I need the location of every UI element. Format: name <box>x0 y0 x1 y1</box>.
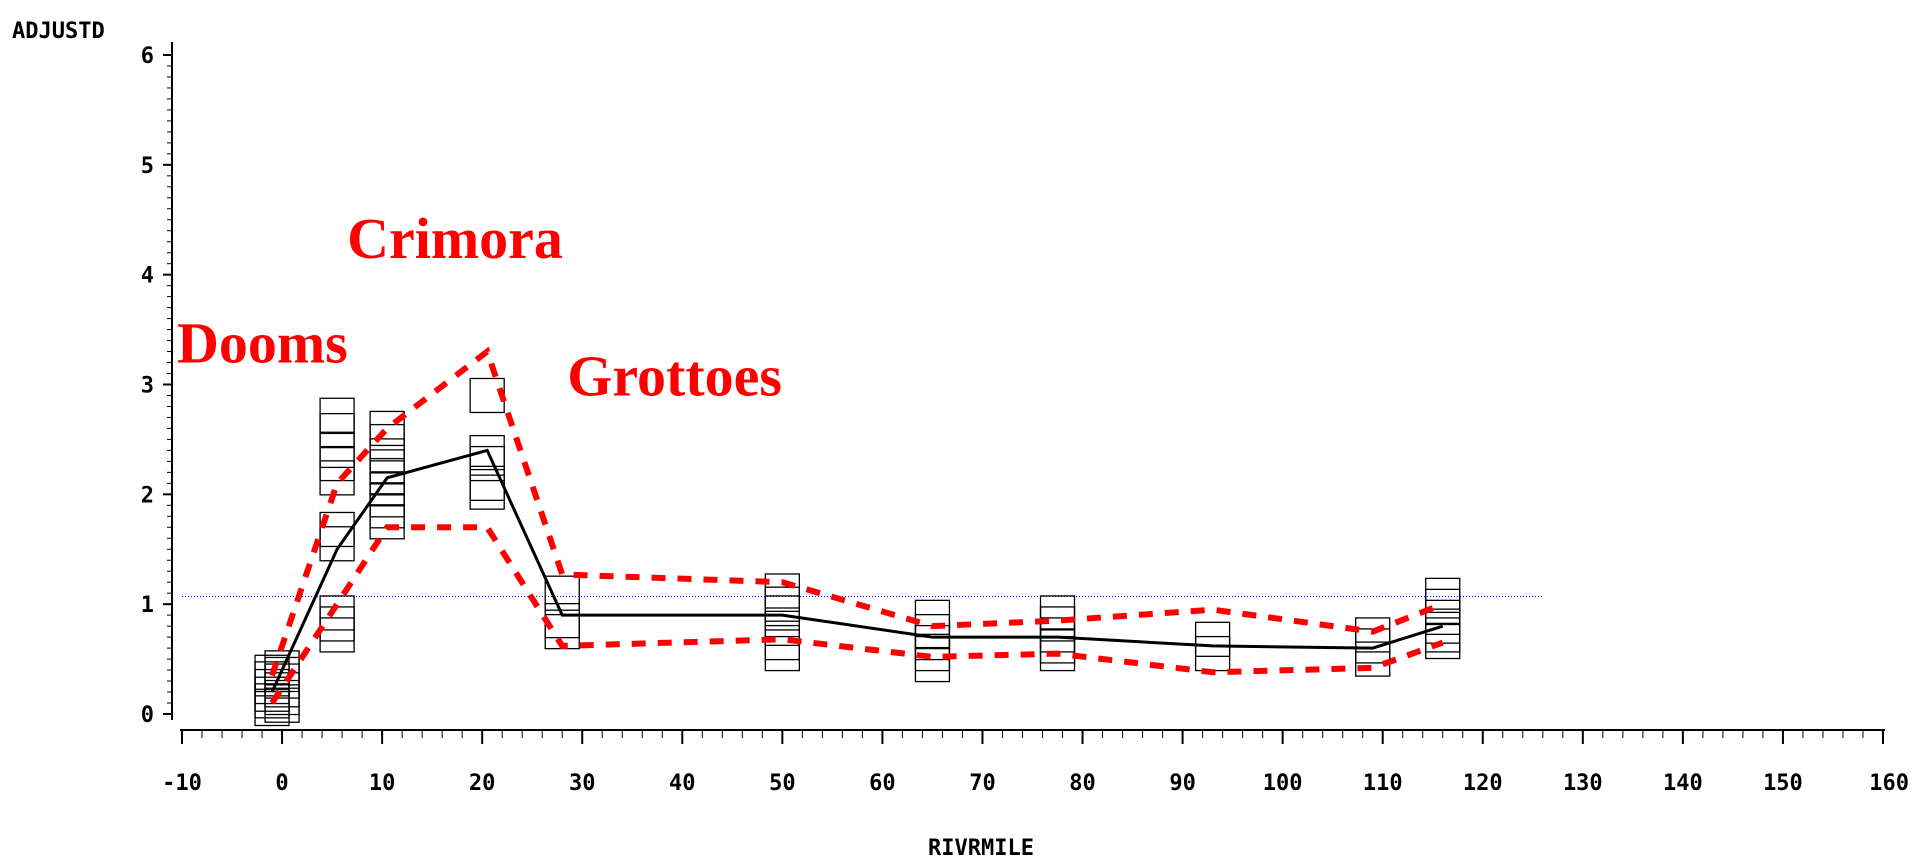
data-point <box>319 460 355 496</box>
data-point <box>319 397 355 433</box>
annotation-label: Dooms <box>177 311 348 376</box>
x-tick-label: 150 <box>1763 771 1803 796</box>
data-point <box>319 606 355 642</box>
data-point <box>1039 628 1076 664</box>
x-tick-label: 50 <box>769 771 796 796</box>
data-point <box>319 432 355 469</box>
data-point <box>369 482 405 518</box>
x-tick-label: 20 <box>469 771 496 796</box>
y-tick-label: 4 <box>141 264 154 289</box>
data-point <box>914 613 951 650</box>
data-point <box>319 445 355 482</box>
data-point <box>1039 595 1076 631</box>
x-tick-label: -10 <box>162 771 202 796</box>
y-tick-label: 3 <box>141 374 154 399</box>
series-lines <box>269 346 1444 705</box>
data-point <box>319 526 355 562</box>
x-tick-label: 110 <box>1363 771 1403 796</box>
data-point <box>369 423 405 460</box>
data-point <box>254 690 290 727</box>
data-point <box>469 474 505 510</box>
x-tick-label: 130 <box>1563 771 1603 796</box>
x-tick-label: 30 <box>569 771 596 796</box>
annotations: Dooms Crimora Grottoes <box>177 206 782 408</box>
data-point <box>914 646 951 683</box>
data-markers <box>254 377 1461 727</box>
x-tick-label: 90 <box>1169 771 1196 796</box>
x-tick-label: 70 <box>969 771 996 796</box>
annotation-label: Crimora <box>347 206 563 271</box>
y-axis-label: ADJUSTD <box>12 19 105 44</box>
data-point <box>764 635 801 672</box>
data-point <box>544 575 580 611</box>
y-tick-label: 2 <box>141 483 154 508</box>
x-tick-label: 100 <box>1263 771 1303 796</box>
y-tick-label: 0 <box>141 703 154 728</box>
data-point <box>914 599 951 635</box>
data-point <box>369 504 405 540</box>
data-point <box>264 687 300 723</box>
x-tick-label: 120 <box>1463 771 1503 796</box>
data-point <box>254 676 290 712</box>
x-tick-label: 80 <box>1069 771 1096 796</box>
x-tick-label: 160 <box>1869 771 1909 796</box>
series-band-line <box>269 524 1444 705</box>
data-point <box>369 493 405 529</box>
y-tick-label: 5 <box>141 154 154 179</box>
data-point <box>319 412 355 449</box>
x-axis-label: RIVRMILE <box>928 836 1034 857</box>
x-tick-label: 60 <box>869 771 896 796</box>
data-point <box>469 465 505 502</box>
data-point <box>369 438 405 474</box>
data-point <box>1194 621 1231 657</box>
data-point <box>764 595 801 631</box>
data-point <box>544 602 580 639</box>
y-tick-label: 1 <box>141 593 154 618</box>
data-point <box>1194 635 1231 672</box>
y-tick-label: 6 <box>141 44 154 69</box>
data-point <box>469 445 505 482</box>
data-point <box>764 573 801 609</box>
x-tick-label: 40 <box>669 771 696 796</box>
series-band-line <box>269 346 1444 677</box>
series-mean-line <box>270 448 1444 693</box>
axes: 0 1 2 3 4 5 6 -10 0 10 20 30 40 50 60 70 80 90 100 110 120 13… <box>141 42 1909 796</box>
data-point <box>1425 623 1461 660</box>
x-tick-label: 140 <box>1663 771 1703 796</box>
annotation-label: Grottoes <box>567 343 782 408</box>
x-tick-label: 10 <box>369 771 396 796</box>
x-tick-label: 0 <box>275 771 288 796</box>
data-point <box>319 617 355 653</box>
data-point <box>319 595 355 631</box>
